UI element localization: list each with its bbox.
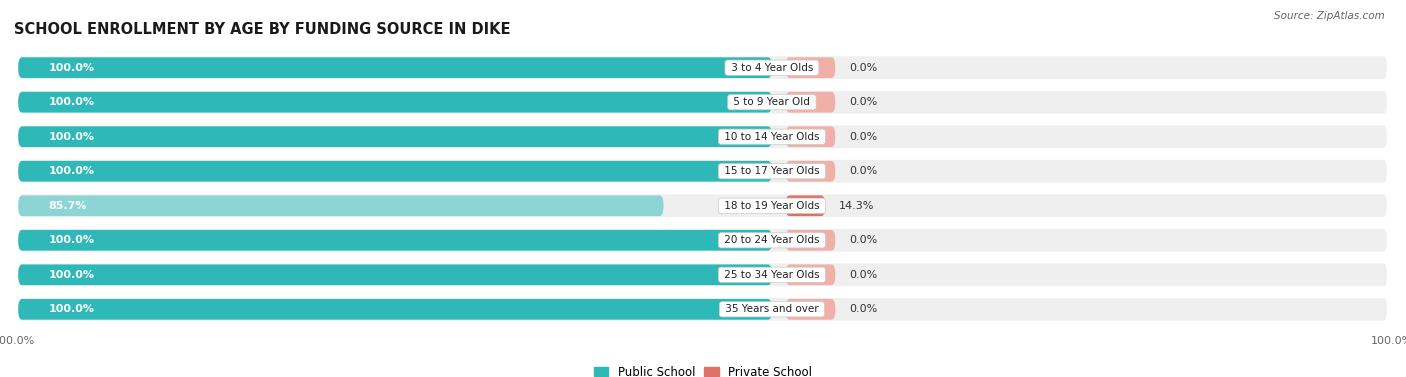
FancyBboxPatch shape bbox=[18, 55, 1388, 80]
Text: 0.0%: 0.0% bbox=[849, 166, 877, 176]
Text: SCHOOL ENROLLMENT BY AGE BY FUNDING SOURCE IN DIKE: SCHOOL ENROLLMENT BY AGE BY FUNDING SOUR… bbox=[14, 22, 510, 37]
Text: 0.0%: 0.0% bbox=[849, 235, 877, 245]
Text: 3 to 4 Year Olds: 3 to 4 Year Olds bbox=[727, 63, 817, 73]
Text: 0.0%: 0.0% bbox=[849, 132, 877, 142]
Text: 5 to 9 Year Old: 5 to 9 Year Old bbox=[730, 97, 814, 107]
Text: 100.0%: 100.0% bbox=[48, 132, 94, 142]
FancyBboxPatch shape bbox=[18, 126, 772, 147]
FancyBboxPatch shape bbox=[786, 264, 835, 285]
FancyBboxPatch shape bbox=[786, 195, 825, 216]
FancyBboxPatch shape bbox=[18, 299, 772, 320]
Text: 100.0%: 100.0% bbox=[48, 270, 94, 280]
FancyBboxPatch shape bbox=[18, 92, 772, 113]
FancyBboxPatch shape bbox=[18, 228, 1388, 253]
Text: 25 to 34 Year Olds: 25 to 34 Year Olds bbox=[721, 270, 823, 280]
Text: 0.0%: 0.0% bbox=[849, 97, 877, 107]
Legend: Public School, Private School: Public School, Private School bbox=[589, 361, 817, 377]
Text: 0.0%: 0.0% bbox=[849, 270, 877, 280]
Text: 20 to 24 Year Olds: 20 to 24 Year Olds bbox=[721, 235, 823, 245]
FancyBboxPatch shape bbox=[786, 92, 835, 113]
FancyBboxPatch shape bbox=[18, 195, 664, 216]
Text: 85.7%: 85.7% bbox=[48, 201, 87, 211]
Text: 0.0%: 0.0% bbox=[849, 304, 877, 314]
FancyBboxPatch shape bbox=[18, 161, 772, 182]
FancyBboxPatch shape bbox=[786, 230, 835, 251]
FancyBboxPatch shape bbox=[18, 57, 772, 78]
FancyBboxPatch shape bbox=[18, 124, 1388, 149]
Text: 100.0%: 100.0% bbox=[48, 304, 94, 314]
Text: 100.0%: 100.0% bbox=[48, 166, 94, 176]
Text: 0.0%: 0.0% bbox=[849, 63, 877, 73]
FancyBboxPatch shape bbox=[18, 90, 1388, 115]
FancyBboxPatch shape bbox=[18, 193, 1388, 218]
Text: Source: ZipAtlas.com: Source: ZipAtlas.com bbox=[1274, 11, 1385, 21]
FancyBboxPatch shape bbox=[18, 230, 772, 251]
FancyBboxPatch shape bbox=[786, 126, 835, 147]
FancyBboxPatch shape bbox=[786, 161, 835, 182]
Text: 14.3%: 14.3% bbox=[839, 201, 875, 211]
Text: 10 to 14 Year Olds: 10 to 14 Year Olds bbox=[721, 132, 823, 142]
Text: 15 to 17 Year Olds: 15 to 17 Year Olds bbox=[721, 166, 823, 176]
FancyBboxPatch shape bbox=[18, 262, 1388, 287]
FancyBboxPatch shape bbox=[786, 299, 835, 320]
Text: 100.0%: 100.0% bbox=[48, 97, 94, 107]
Text: 100.0%: 100.0% bbox=[48, 63, 94, 73]
FancyBboxPatch shape bbox=[786, 57, 835, 78]
Text: 35 Years and over: 35 Years and over bbox=[721, 304, 823, 314]
Text: 18 to 19 Year Olds: 18 to 19 Year Olds bbox=[721, 201, 823, 211]
FancyBboxPatch shape bbox=[18, 297, 1388, 322]
FancyBboxPatch shape bbox=[18, 264, 772, 285]
FancyBboxPatch shape bbox=[18, 159, 1388, 184]
Text: 100.0%: 100.0% bbox=[48, 235, 94, 245]
